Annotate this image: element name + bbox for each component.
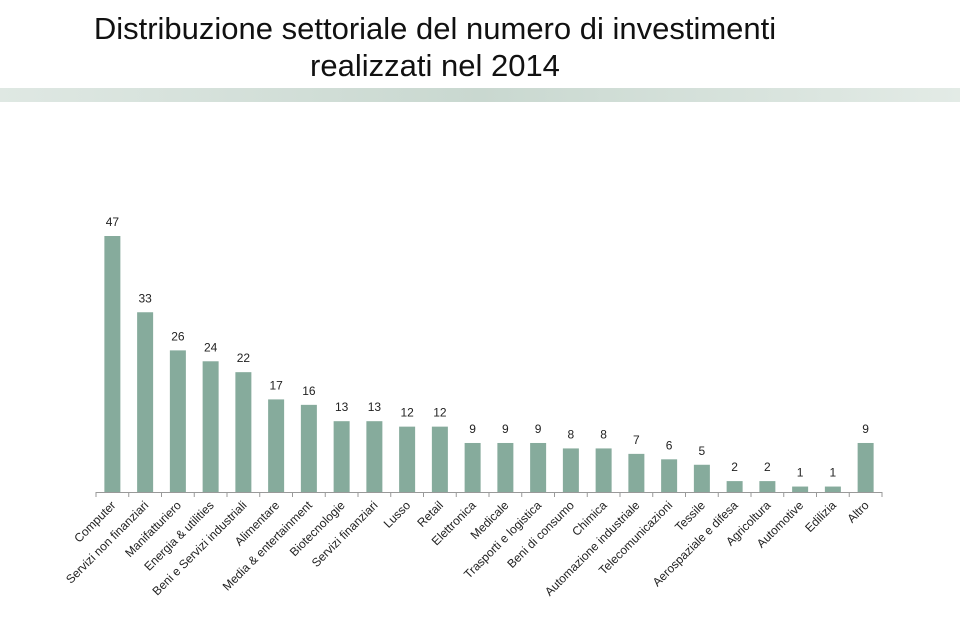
value-label: 9 — [535, 422, 542, 436]
value-label: 2 — [731, 460, 738, 474]
value-label: 47 — [106, 215, 120, 229]
value-label: 24 — [204, 340, 218, 354]
bar — [202, 361, 219, 492]
value-label: 17 — [269, 378, 283, 392]
value-label: 13 — [368, 400, 382, 414]
bar — [759, 481, 776, 492]
value-label: 12 — [433, 406, 447, 420]
bar — [530, 442, 547, 492]
value-label: 9 — [862, 422, 869, 436]
bar — [104, 236, 121, 492]
value-label: 6 — [666, 438, 673, 452]
bar — [693, 464, 710, 492]
value-label: 1 — [797, 466, 804, 480]
chart-title: Distribuzione settoriale del numero di i… — [93, 11, 777, 83]
bar — [137, 312, 154, 492]
bar — [792, 486, 809, 492]
value-label: 2 — [764, 460, 771, 474]
bar — [726, 481, 743, 492]
bar — [300, 404, 317, 492]
x-tick-label: Altro — [844, 498, 872, 526]
bar — [333, 421, 350, 492]
value-label: 1 — [830, 466, 837, 480]
bar — [628, 453, 645, 492]
value-label: 33 — [138, 291, 152, 305]
bar — [366, 421, 383, 492]
value-label: 9 — [469, 422, 476, 436]
bar — [431, 426, 448, 492]
bar — [661, 459, 678, 492]
bar — [399, 426, 416, 492]
value-label: 7 — [633, 433, 640, 447]
header: Distribuzione settoriale del numero di i… — [0, 0, 960, 102]
value-label: 22 — [237, 351, 251, 365]
value-label: 12 — [400, 406, 414, 420]
bar — [562, 448, 579, 492]
header-band — [0, 88, 960, 102]
value-label: 5 — [699, 444, 706, 458]
value-label: 8 — [600, 427, 607, 441]
value-label: 8 — [568, 427, 575, 441]
value-label: 13 — [335, 400, 349, 414]
bar — [268, 399, 285, 492]
x-tick-label: Lusso — [381, 498, 414, 531]
value-label: 16 — [302, 384, 316, 398]
value-label: 26 — [171, 329, 185, 343]
bar — [595, 448, 612, 492]
x-tick-label: Edilizia — [802, 498, 839, 535]
bar — [824, 486, 841, 492]
bar — [464, 442, 481, 492]
bar — [235, 372, 252, 492]
bar — [497, 442, 514, 492]
bar — [169, 350, 186, 492]
bar — [857, 442, 874, 492]
value-label: 9 — [502, 422, 509, 436]
